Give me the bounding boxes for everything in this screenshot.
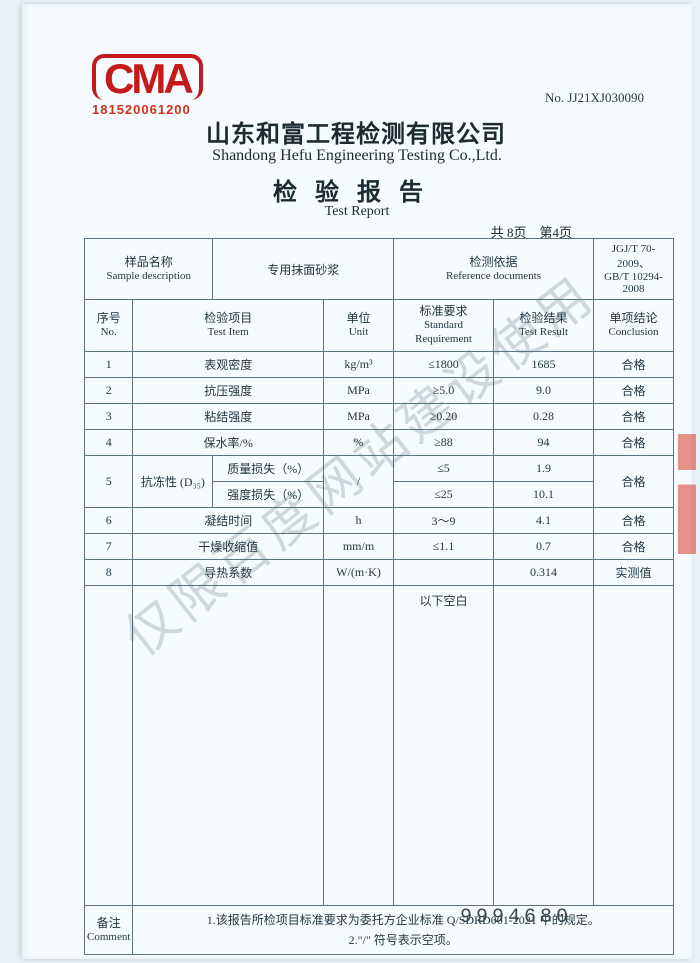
- header-row-2: 序号No. 检验项目Test Item 单位Unit 标准要求Standard …: [85, 300, 674, 352]
- table-row: 1表观密度kg/m³≤18001685合格: [85, 351, 674, 377]
- serial-number: 9994680: [460, 906, 572, 929]
- comment-row: 备注 Comment 1.该报告所检项目标准要求为委托方企业标准 Q/SDRD0…: [85, 905, 674, 955]
- report-paper: CMA 181520061200 No. JJ21XJ030090 山东和富工程…: [22, 4, 692, 959]
- report-number: No. JJ21XJ030090: [545, 90, 644, 106]
- table-row: 6凝结时间h3～94.1合格: [85, 507, 674, 533]
- sample-label: 样品名称 Sample description: [85, 239, 213, 300]
- table-row: 4保水率/%%≥8894合格: [85, 429, 674, 455]
- blank-area-row: 以下空白: [85, 585, 674, 905]
- edge-stamp-icon: [678, 434, 696, 554]
- comment-label: 备注 Comment: [85, 905, 133, 955]
- table-row-frost-1: 5 抗冻性 (D₃₅) 质量损失（%） / ≤5 1.9 合格: [85, 455, 674, 481]
- reference-label: 检测依据 Reference documents: [394, 239, 594, 300]
- table-row: 3粘结强度MPa≥0.200.28合格: [85, 403, 674, 429]
- table-row: 2抗压强度MPa≥5.09.0合格: [85, 377, 674, 403]
- blank-below-label: 以下空白: [394, 585, 494, 905]
- report-title-en: Test Report: [22, 204, 692, 220]
- table-row: 8导热系数W/(m·K)0.314实测值: [85, 559, 674, 585]
- comment-content: 1.该报告所检项目标准要求为委托方企业标准 Q/SDRD001-2021 中的规…: [133, 905, 674, 955]
- reference-value: JGJ/T 70-2009、 GB/T 10294-2008: [594, 239, 674, 300]
- cma-badge: CMA 181520061200: [92, 54, 203, 117]
- cma-number: 181520061200: [92, 102, 203, 117]
- test-report-table: 样品名称 Sample description 专用抹面砂浆 检测依据 Refe…: [84, 238, 674, 955]
- table-row: 7干燥收缩值mm/m≤1.10.7合格: [85, 533, 674, 559]
- company-name-en: Shandong Hefu Engineering Testing Co.,Lt…: [22, 147, 692, 165]
- cma-letters: CMA: [92, 54, 203, 100]
- sample-value: 专用抹面砂浆: [213, 239, 394, 300]
- company-name-cn: 山东和富工程检测有限公司: [206, 114, 506, 149]
- header-row-1: 样品名称 Sample description 专用抹面砂浆 检测依据 Refe…: [85, 239, 674, 300]
- report-title-cn: 检验报告: [22, 172, 692, 207]
